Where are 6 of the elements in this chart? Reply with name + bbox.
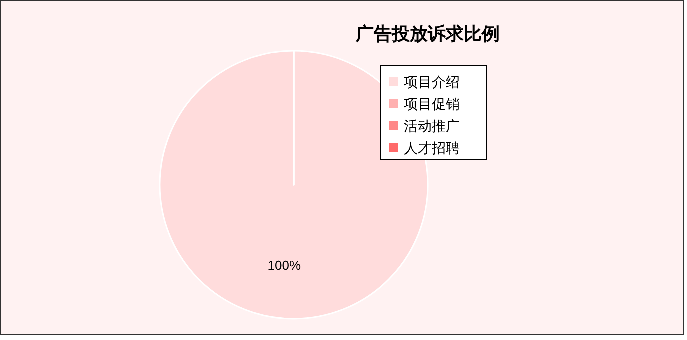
legend-label: 人才招聘 bbox=[404, 140, 460, 156]
data-label: 100% bbox=[268, 258, 302, 273]
legend-label: 项目促销 bbox=[404, 96, 460, 112]
legend-label: 项目介绍 bbox=[404, 74, 460, 90]
legend-label: 活动推广 bbox=[404, 118, 460, 134]
chart-title: 广告投放诉求比例 bbox=[355, 24, 500, 45]
